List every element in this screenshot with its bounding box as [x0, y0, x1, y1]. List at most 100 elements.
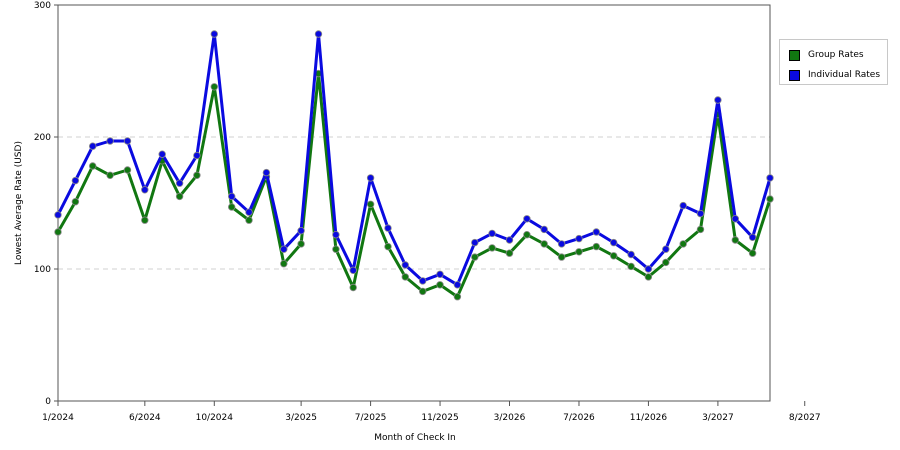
data-point — [366, 200, 375, 208]
data-point — [245, 216, 253, 224]
data-point — [88, 162, 97, 170]
data-point — [332, 230, 340, 239]
data-point — [505, 249, 514, 257]
legend: Group Rates Individual Rates — [779, 39, 888, 85]
y-axis-label: Lowest Average Rate (USD) — [14, 141, 24, 265]
data-point — [488, 229, 496, 238]
data-point — [731, 215, 739, 223]
y-tick-label: 100 — [34, 265, 51, 275]
data-point — [54, 211, 62, 219]
data-point — [106, 171, 114, 179]
legend-label-individual: Individual Rates — [808, 70, 881, 80]
y-tick-label: 0 — [45, 397, 51, 407]
data-point — [540, 225, 548, 234]
data-point — [175, 179, 184, 187]
data-point — [384, 224, 392, 232]
x-tick-label: 10/2024 — [196, 413, 234, 423]
data-point — [557, 240, 566, 248]
x-tick-label: 11/2025 — [421, 413, 458, 423]
data-point — [280, 260, 288, 268]
data-point — [748, 233, 757, 241]
data-point — [349, 283, 357, 292]
data-point — [262, 168, 271, 177]
legend-label-group: Group Rates — [808, 50, 864, 60]
x-tick-label: 7/2026 — [563, 413, 595, 423]
data-point — [714, 96, 722, 104]
data-point — [349, 266, 357, 274]
data-point — [696, 225, 705, 234]
data-point — [193, 171, 201, 179]
data-point — [210, 83, 218, 91]
data-point — [436, 281, 444, 289]
data-point — [575, 248, 583, 256]
data-point — [297, 226, 305, 235]
data-point — [280, 245, 288, 253]
data-point — [766, 174, 774, 182]
data-point — [366, 174, 375, 182]
data-point — [505, 236, 514, 244]
data-point — [453, 293, 462, 301]
data-point — [471, 238, 479, 247]
data-point — [540, 240, 548, 248]
data-point — [436, 270, 444, 278]
data-point — [662, 245, 670, 253]
data-point — [627, 262, 635, 271]
data-point — [175, 192, 184, 201]
data-point — [332, 245, 340, 253]
data-point — [71, 197, 80, 206]
data-point — [227, 203, 236, 211]
x-axis-label: Month of Check In — [374, 433, 456, 443]
data-point — [123, 166, 132, 174]
data-point — [401, 273, 409, 281]
x-tick-label: 3/2027 — [702, 413, 734, 423]
legend-item-individual: Individual Rates — [789, 68, 880, 82]
x-tick-label: 1/2024 — [42, 413, 74, 423]
data-point — [245, 208, 253, 216]
data-point — [575, 234, 583, 243]
data-point — [419, 277, 427, 285]
data-point — [453, 281, 462, 289]
series-group-rates — [54, 69, 774, 301]
series-individual-rates — [54, 30, 774, 289]
y-tick-label: 200 — [34, 133, 51, 143]
y-tick-label: 300 — [34, 1, 51, 11]
data-point — [314, 30, 323, 38]
data-point — [488, 244, 496, 252]
data-point — [592, 242, 600, 251]
data-point — [766, 195, 774, 203]
x-tick-label: 3/2025 — [285, 413, 317, 423]
data-point — [88, 142, 97, 150]
data-point — [54, 228, 62, 236]
data-point — [523, 215, 531, 223]
data-point — [679, 201, 687, 210]
data-point — [401, 261, 409, 269]
x-tick-label: 6/2024 — [129, 413, 161, 423]
data-point — [748, 249, 757, 257]
data-point — [71, 176, 80, 185]
data-point — [696, 209, 705, 218]
data-point — [471, 253, 479, 261]
data-point — [297, 240, 305, 248]
data-point — [557, 253, 566, 261]
series-lines — [54, 30, 774, 301]
legend-swatch-individual — [789, 69, 800, 81]
data-point — [123, 137, 132, 145]
data-point — [419, 287, 427, 296]
data-point — [644, 273, 653, 281]
legend-item-group: Group Rates — [789, 48, 864, 62]
data-point — [644, 265, 653, 273]
x-axis-ticks: 1/2024 6/2024 10/2024 3/2025 7/2025 11/2025 3/… — [42, 401, 821, 423]
data-point — [227, 192, 236, 201]
data-point — [141, 216, 149, 224]
legend-swatch-group — [789, 49, 800, 61]
data-point — [210, 30, 218, 38]
x-tick-label: 8/2027 — [789, 413, 821, 423]
plot-frame — [57, 4, 771, 402]
data-point — [384, 242, 392, 251]
data-point — [193, 151, 201, 160]
data-point — [662, 258, 670, 267]
data-point — [679, 240, 687, 248]
series-line — [56, 72, 772, 299]
data-point — [627, 250, 635, 259]
